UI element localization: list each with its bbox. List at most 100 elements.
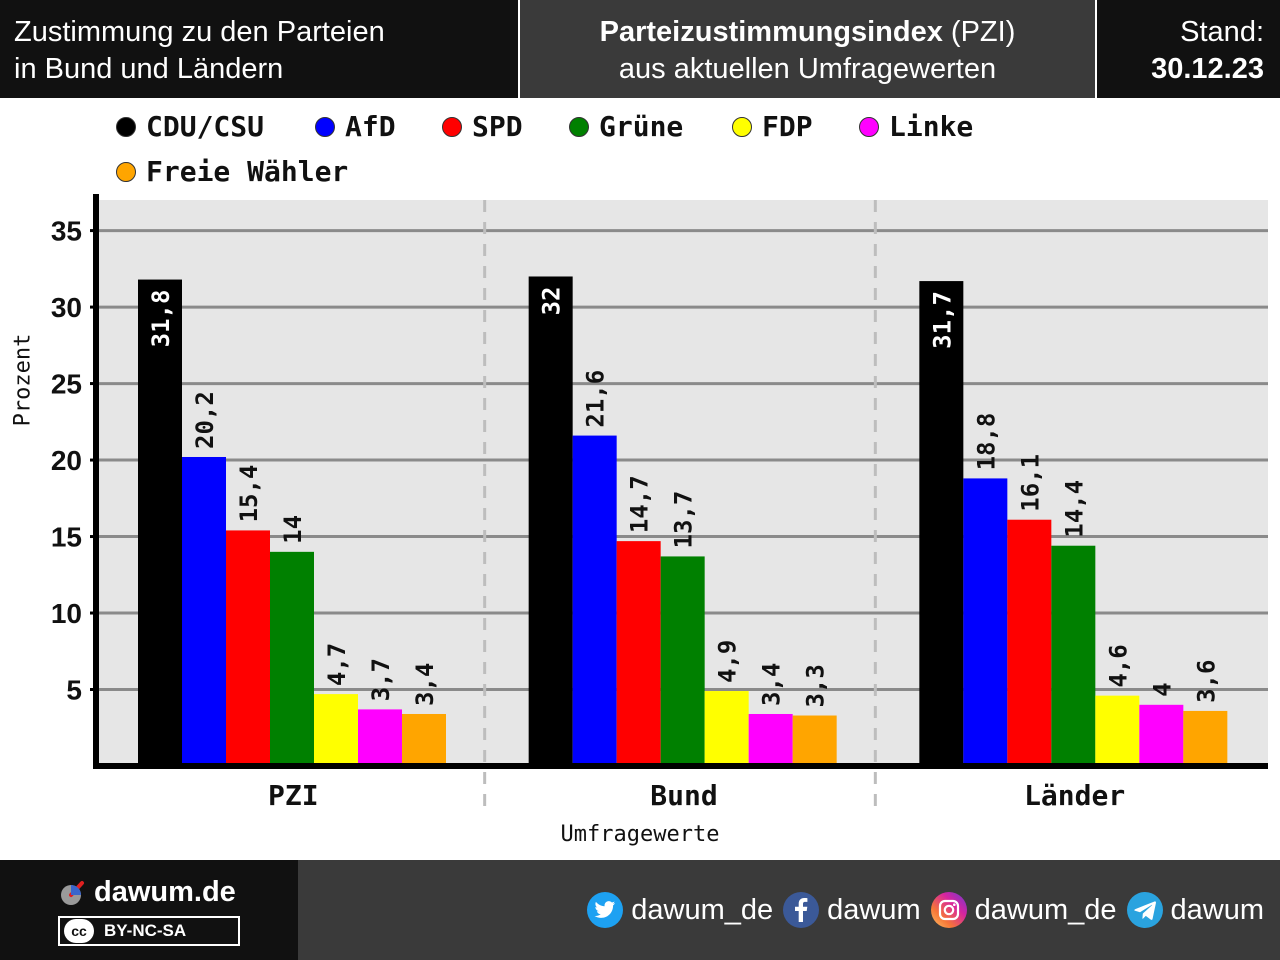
legend-swatch-fdp xyxy=(732,116,752,137)
legend-swatch-cdu-csu xyxy=(116,116,136,137)
legend-label-linke: Linke xyxy=(889,110,974,143)
bar xyxy=(528,276,573,766)
twitter-icon xyxy=(587,892,624,928)
twitter-handle: dawum_de xyxy=(631,893,774,926)
facebook-icon xyxy=(783,892,820,928)
bar xyxy=(270,551,314,766)
bar xyxy=(660,556,705,766)
bar-value-label: 3,7 xyxy=(367,658,395,701)
social-instagram[interactable]: dawum_de xyxy=(930,892,1117,928)
y-tick-label: 15 xyxy=(51,522,82,553)
bar-value-label: 4,7 xyxy=(323,643,351,686)
telegram-icon xyxy=(1126,892,1163,928)
brand[interactable]: dawum.de xyxy=(60,876,236,909)
instagram-handle: dawum_de xyxy=(974,893,1117,926)
legend-label-gruene: Grüne xyxy=(599,110,684,143)
bar xyxy=(919,281,964,766)
x-tick-label: PZI xyxy=(268,779,319,812)
bar-value-label: 14,7 xyxy=(626,475,654,533)
bar-value-label: 4 xyxy=(1148,682,1176,696)
bar xyxy=(1095,695,1140,766)
legend-label-cdu-csu: CDU/CSU xyxy=(146,110,265,143)
bar-value-label: 32 xyxy=(538,286,566,315)
bar xyxy=(1139,704,1184,766)
y-tick-label: 30 xyxy=(51,292,82,323)
bar-value-label: 20,2 xyxy=(191,391,219,449)
bar-value-label: 31,8 xyxy=(147,290,175,348)
bar-value-label: 21,6 xyxy=(582,370,610,428)
license-text: BY-NC-SA xyxy=(104,921,187,940)
legend-item-fdp: FDP xyxy=(732,110,813,143)
header-title-line2: in Bund und Ländern xyxy=(14,53,284,85)
facebook-handle: dawum xyxy=(827,893,921,926)
legend-label-afd: AfD xyxy=(345,110,396,143)
x-tick-label: Bund xyxy=(650,779,717,812)
bar-value-label: 13,7 xyxy=(670,491,698,549)
y-tick-label: 25 xyxy=(51,369,82,400)
bar-value-label: 4,6 xyxy=(1104,644,1132,687)
x-axis-label: Umfragewerte xyxy=(560,822,720,847)
telegram-handle: dawum xyxy=(1170,893,1265,926)
legend-label-freie-waehler: Freie Wähler xyxy=(146,155,349,188)
license-badge[interactable]: cc BY-NC-SA xyxy=(58,916,240,946)
bar-value-label: 3,4 xyxy=(758,663,786,706)
header-subtitle-line2: aus aktuellen Umfragewerten xyxy=(618,53,997,85)
bar-value-label: 3,4 xyxy=(411,663,439,706)
header-date-box: Stand: 30.12.23 xyxy=(1097,0,1280,98)
bar xyxy=(226,530,270,766)
header-index-name: Parteizustimmungsindex xyxy=(599,16,943,48)
bar xyxy=(792,715,837,766)
bar xyxy=(314,694,358,766)
legend-label-fdp: FDP xyxy=(762,110,813,143)
bar xyxy=(616,541,661,766)
bar xyxy=(182,456,226,766)
bar-value-label: 31,7 xyxy=(928,291,956,349)
social-links: dawum_de dawum dawum_de dawum xyxy=(577,892,1264,928)
header-title-box: Zustimmung zu den Parteien in Bund und L… xyxy=(0,0,518,98)
header-date: 30.12.23 xyxy=(1151,53,1264,85)
y-tick-label: 5 xyxy=(66,675,82,706)
legend-swatch-freie-waehler xyxy=(116,161,136,182)
header-index-abbr: (PZI) xyxy=(942,16,1016,48)
bar-value-label: 4,9 xyxy=(714,640,742,683)
bar xyxy=(1051,545,1096,766)
y-tick-label: 35 xyxy=(51,216,82,247)
header-date-label: Stand: xyxy=(1180,16,1264,48)
y-tick-label: 10 xyxy=(51,598,82,629)
instagram-icon xyxy=(930,892,967,928)
dawum-logo-icon xyxy=(61,880,84,905)
bar xyxy=(704,691,749,766)
brand-name: dawum.de xyxy=(94,876,236,908)
legend-item-gruene: Grüne xyxy=(569,110,683,143)
social-telegram[interactable]: dawum xyxy=(1126,892,1265,928)
bar-value-label: 3,3 xyxy=(802,664,830,707)
bar-value-label: 18,8 xyxy=(972,413,1000,471)
bar xyxy=(1007,519,1052,766)
legend-item-spd: SPD xyxy=(442,110,523,143)
bar-value-label: 16,1 xyxy=(1016,454,1044,512)
bar xyxy=(402,713,446,766)
bar xyxy=(572,435,617,766)
social-facebook[interactable]: dawum xyxy=(783,892,921,928)
bar-value-label: 14,4 xyxy=(1060,480,1088,538)
legend-item-afd: AfD xyxy=(315,110,396,143)
y-tick-label: 20 xyxy=(51,445,82,476)
bar-chart: 5 10 15 20 25 30 35 31,8 20,2 15,4 14 4,7 3,7 3,4 PZI 3… xyxy=(51,194,1268,812)
header-title-line1: Zustimmung zu den Parteien xyxy=(14,16,385,48)
legend-item-freie-waehler: Freie Wähler xyxy=(116,155,348,188)
legend-swatch-gruene xyxy=(569,116,589,137)
legend-item-linke: Linke xyxy=(859,110,973,143)
legend-swatch-spd xyxy=(442,116,462,137)
creative-commons-icon: cc xyxy=(64,919,94,943)
legend-swatch-afd xyxy=(315,116,335,137)
bar xyxy=(748,713,793,766)
bar xyxy=(358,709,402,766)
header: Zustimmung zu den Parteien in Bund und L… xyxy=(0,0,1280,98)
footer: dawum.de cc BY-NC-SA dawum_de dawum dawu… xyxy=(0,860,1280,960)
header-subtitle-box: Parteizustimmungsindex (PZI) aus aktuell… xyxy=(520,0,1095,98)
social-twitter[interactable]: dawum_de xyxy=(587,892,773,928)
legend-swatch-linke xyxy=(859,116,879,137)
bar xyxy=(1183,710,1228,766)
footer-brand-box: dawum.de cc BY-NC-SA xyxy=(0,860,298,960)
bar-value-label: 14 xyxy=(279,515,307,544)
